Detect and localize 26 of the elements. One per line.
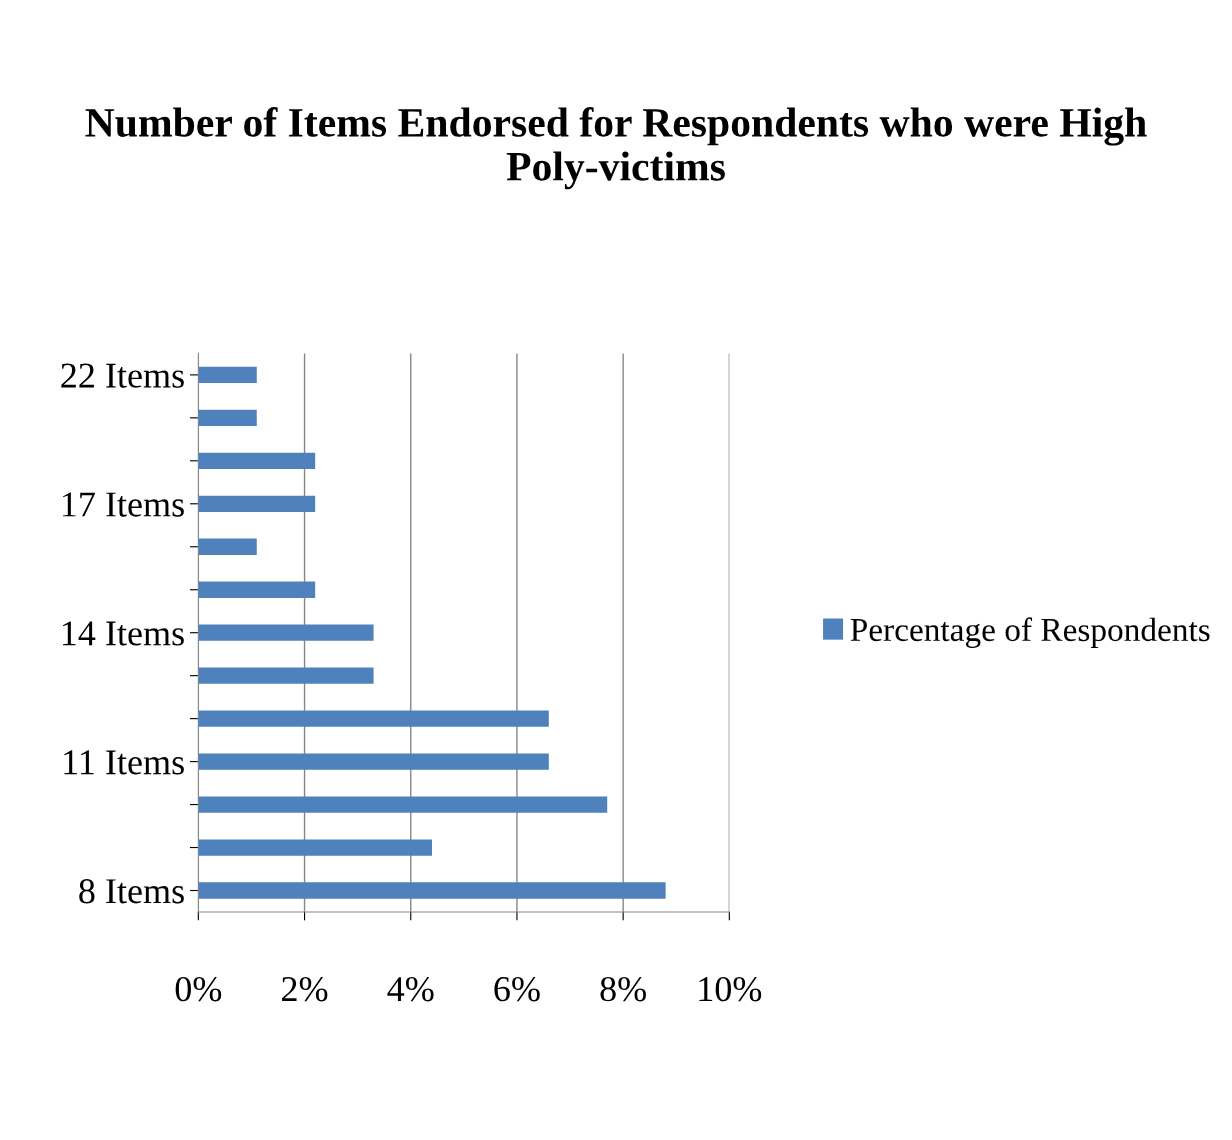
bar [198, 624, 374, 641]
bar [198, 667, 374, 684]
bar [198, 753, 549, 770]
bar [198, 581, 316, 598]
bar [198, 409, 257, 427]
x-tick-label: 8% [600, 976, 646, 1002]
bar [198, 538, 257, 555]
x-tick-label: 0% [175, 976, 222, 1002]
x-tick-label: 4% [387, 976, 434, 1002]
bar [198, 366, 257, 384]
bar [198, 882, 666, 899]
y-tick-label: 17 Items [62, 492, 184, 517]
bar [198, 495, 316, 512]
y-tick-label: 11 Items [64, 750, 184, 775]
y-tick-label: 22 Items [61, 363, 184, 388]
legend-label: Percentage of Respondents [850, 617, 1210, 649]
y-tick-label: 14 Items [62, 621, 184, 646]
bar [198, 710, 549, 727]
x-tick-label: 2% [282, 976, 328, 1002]
bar [198, 796, 608, 813]
bar [198, 839, 432, 856]
y-tick-label: 8 Items [79, 879, 184, 904]
x-tick-label: 6% [494, 976, 540, 1002]
bar [198, 452, 316, 469]
x-tick-label: 10% [699, 976, 762, 1002]
chart-title: Number of Items Endorsed for Respondents who were High Poly-victims [85, 107, 1147, 190]
